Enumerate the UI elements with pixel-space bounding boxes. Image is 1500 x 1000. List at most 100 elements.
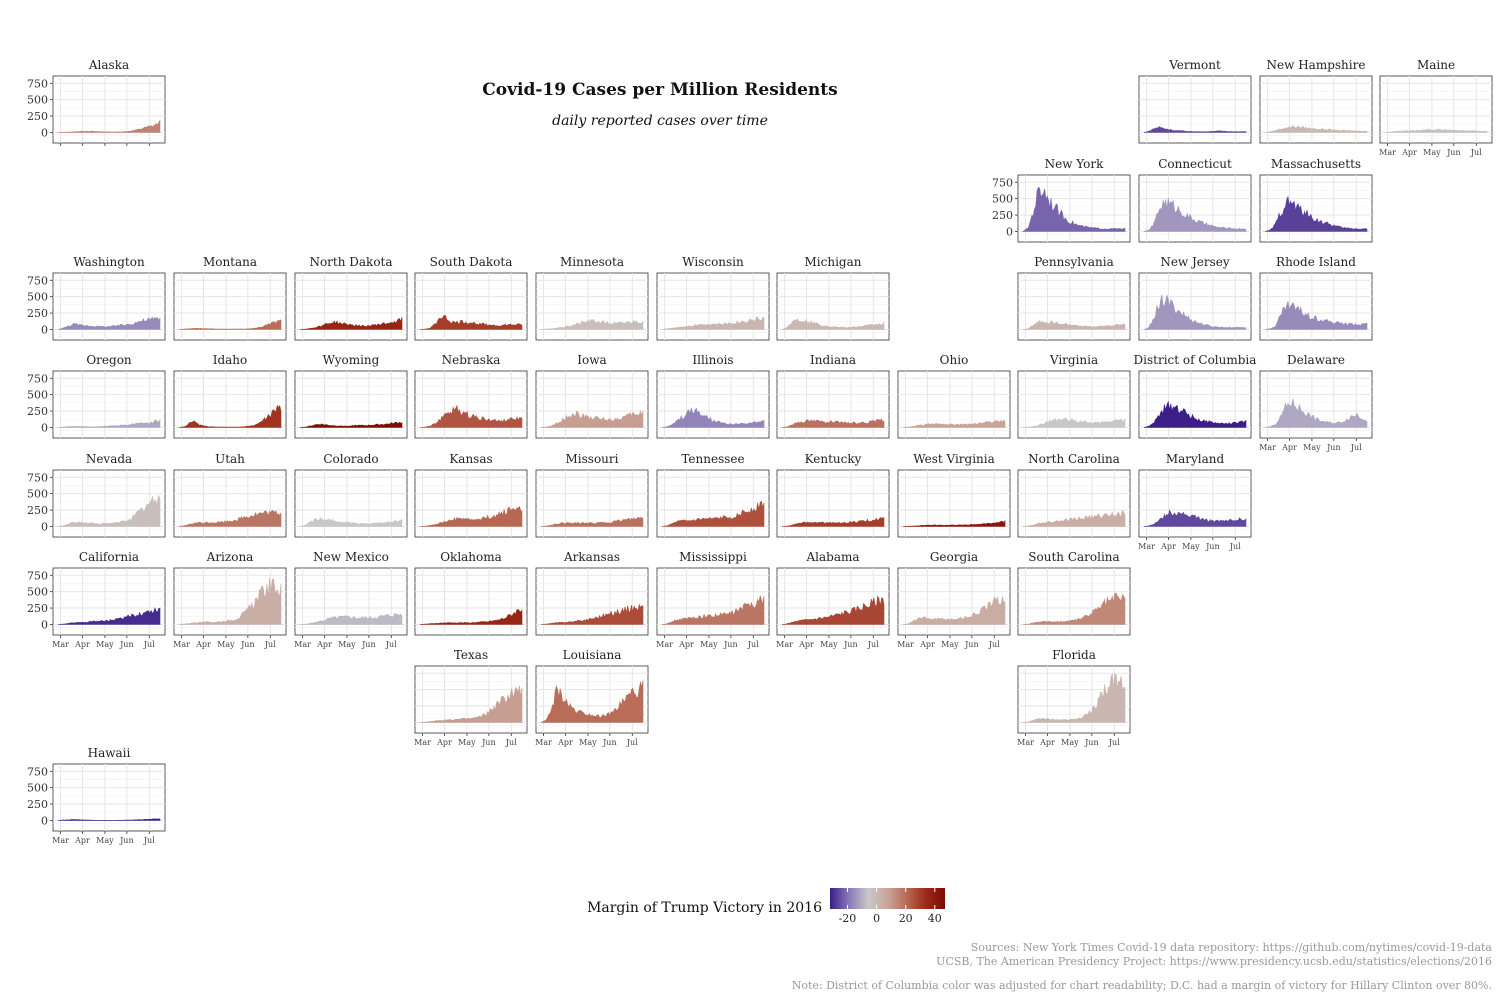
state-panel-tennessee: Tennessee bbox=[656, 452, 770, 538]
area-series bbox=[541, 410, 644, 428]
x-tick-label: Jul bbox=[1470, 148, 1482, 157]
state-panel-connecticut: Connecticut bbox=[1138, 157, 1252, 243]
state-panel-michigan: Michigan bbox=[776, 255, 890, 341]
x-tick-label: Mar bbox=[173, 640, 190, 649]
area-series bbox=[1143, 294, 1247, 330]
panel-title: New Jersey bbox=[1160, 255, 1230, 269]
panel-title: Kentucky bbox=[805, 452, 862, 466]
panel-title: West Virginia bbox=[913, 452, 995, 466]
area-series bbox=[420, 506, 523, 527]
area-series bbox=[1023, 417, 1126, 428]
panel-frame bbox=[294, 272, 408, 341]
panel-title: North Carolina bbox=[1028, 452, 1120, 466]
state-panel-hawaii: Hawaii 0 250 500 750 Mar Apr May Jun Jul bbox=[27, 746, 166, 845]
x-tick-label: Apr bbox=[1281, 443, 1297, 452]
panel-title: Missouri bbox=[566, 452, 619, 466]
panel-title: South Carolina bbox=[1028, 550, 1119, 564]
x-tick-label: May bbox=[941, 640, 959, 649]
x-tick-label: May bbox=[700, 640, 718, 649]
area-series bbox=[661, 316, 765, 330]
panel-title: Texas bbox=[454, 648, 488, 662]
x-tick-label: Mar bbox=[52, 836, 69, 845]
x-tick-label: May bbox=[338, 640, 356, 649]
panel-title: Pennsylvania bbox=[1034, 255, 1114, 269]
panel-frame bbox=[897, 469, 1011, 538]
y-tick-label: 500 bbox=[27, 94, 48, 107]
x-tick-label: May bbox=[1182, 542, 1200, 551]
area-series bbox=[1264, 195, 1368, 232]
panel-frame bbox=[294, 567, 408, 636]
panel-frame bbox=[1259, 75, 1373, 144]
panel-title: Alabama bbox=[805, 550, 859, 564]
panel-title: Michigan bbox=[805, 255, 862, 269]
panel-title: Wyoming bbox=[323, 353, 380, 367]
state-panel-mississippi: Mississippi Mar Apr May Jun Jul bbox=[656, 550, 770, 649]
panel-title: Montana bbox=[203, 255, 257, 269]
y-tick-label: 250 bbox=[992, 209, 1013, 222]
panel-frame bbox=[173, 469, 287, 538]
legend-ticks: -20 0 20 40 bbox=[830, 912, 945, 930]
panel-title: New Mexico bbox=[313, 550, 389, 564]
state-panel-arkansas: Arkansas bbox=[535, 550, 649, 636]
panel-title: Vermont bbox=[1168, 58, 1221, 72]
x-tick-label: Jul bbox=[143, 640, 155, 649]
y-tick-label: 500 bbox=[27, 586, 48, 599]
panel-title: South Dakota bbox=[430, 255, 513, 269]
chart-subtitle: daily reported cases over time bbox=[552, 113, 768, 129]
area-series bbox=[902, 595, 1006, 625]
state-panel-nevada: Nevada 0 250 500 750 bbox=[27, 452, 166, 538]
x-tick-label: Apr bbox=[1039, 738, 1055, 747]
y-tick-label: 250 bbox=[27, 504, 48, 517]
panel-frame bbox=[52, 763, 166, 832]
panel-title: Delaware bbox=[1287, 353, 1345, 367]
panel-title: Louisiana bbox=[563, 648, 622, 662]
legend-tick: 0 bbox=[873, 912, 881, 925]
state-panel-colorado: Colorado bbox=[294, 452, 408, 538]
state-panel-minnesota: Minnesota bbox=[535, 255, 649, 341]
area-series bbox=[57, 494, 161, 527]
state-panel-district-of-columbia: District of Columbia bbox=[1134, 353, 1256, 439]
panel-frame bbox=[1017, 370, 1131, 439]
panel-title: Tennessee bbox=[681, 452, 744, 466]
area-series bbox=[58, 818, 161, 821]
panel-frame bbox=[414, 469, 528, 538]
state-panel-missouri: Missouri bbox=[535, 452, 649, 538]
panel-title: Hawaii bbox=[88, 746, 131, 760]
state-panel-new-york: New York 0 250 500 750 bbox=[992, 157, 1131, 243]
area-series bbox=[1023, 592, 1126, 625]
x-tick-label: Apr bbox=[557, 738, 573, 747]
state-panel-louisiana: Louisiana Mar Apr May Jun Jul bbox=[535, 648, 649, 747]
panel-frame bbox=[1138, 174, 1252, 243]
x-tick-label: Jul bbox=[1229, 542, 1241, 551]
state-panel-utah: Utah bbox=[173, 452, 287, 538]
x-tick-label: May bbox=[1061, 738, 1079, 747]
x-tick-label: May bbox=[217, 640, 235, 649]
area-series bbox=[178, 509, 282, 527]
y-tick-label: 0 bbox=[41, 618, 48, 631]
state-panel-pennsylvania: Pennsylvania bbox=[1017, 255, 1131, 341]
panel-title: Arkansas bbox=[563, 550, 620, 564]
x-tick-label: Jul bbox=[867, 640, 879, 649]
x-tick-label: Jun bbox=[723, 640, 738, 649]
panel-frame bbox=[52, 370, 166, 439]
area-series bbox=[541, 516, 644, 527]
panel-title: Nevada bbox=[86, 452, 132, 466]
state-panel-alaska: Alaska 0 250 500 750 bbox=[27, 58, 166, 146]
panel-frame bbox=[294, 370, 408, 439]
panel-title: Florida bbox=[1052, 648, 1096, 662]
panel-title: New Hampshire bbox=[1267, 58, 1366, 72]
state-panel-vermont: Vermont bbox=[1138, 58, 1252, 144]
panel-frame bbox=[1138, 469, 1252, 538]
area-series bbox=[300, 421, 403, 428]
state-panel-nebraska: Nebraska bbox=[414, 353, 528, 439]
panel-title: Nebraska bbox=[442, 353, 501, 367]
y-tick-label: 0 bbox=[41, 323, 48, 336]
panel-frame bbox=[1259, 272, 1373, 341]
x-tick-label: Mar bbox=[1017, 738, 1034, 747]
y-tick-label: 750 bbox=[27, 372, 48, 385]
x-tick-label: Mar bbox=[414, 738, 431, 747]
x-tick-label: Apr bbox=[678, 640, 694, 649]
legend-color-bar bbox=[830, 888, 945, 909]
state-panel-georgia: Georgia Mar Apr May Jun Jul bbox=[897, 550, 1011, 649]
